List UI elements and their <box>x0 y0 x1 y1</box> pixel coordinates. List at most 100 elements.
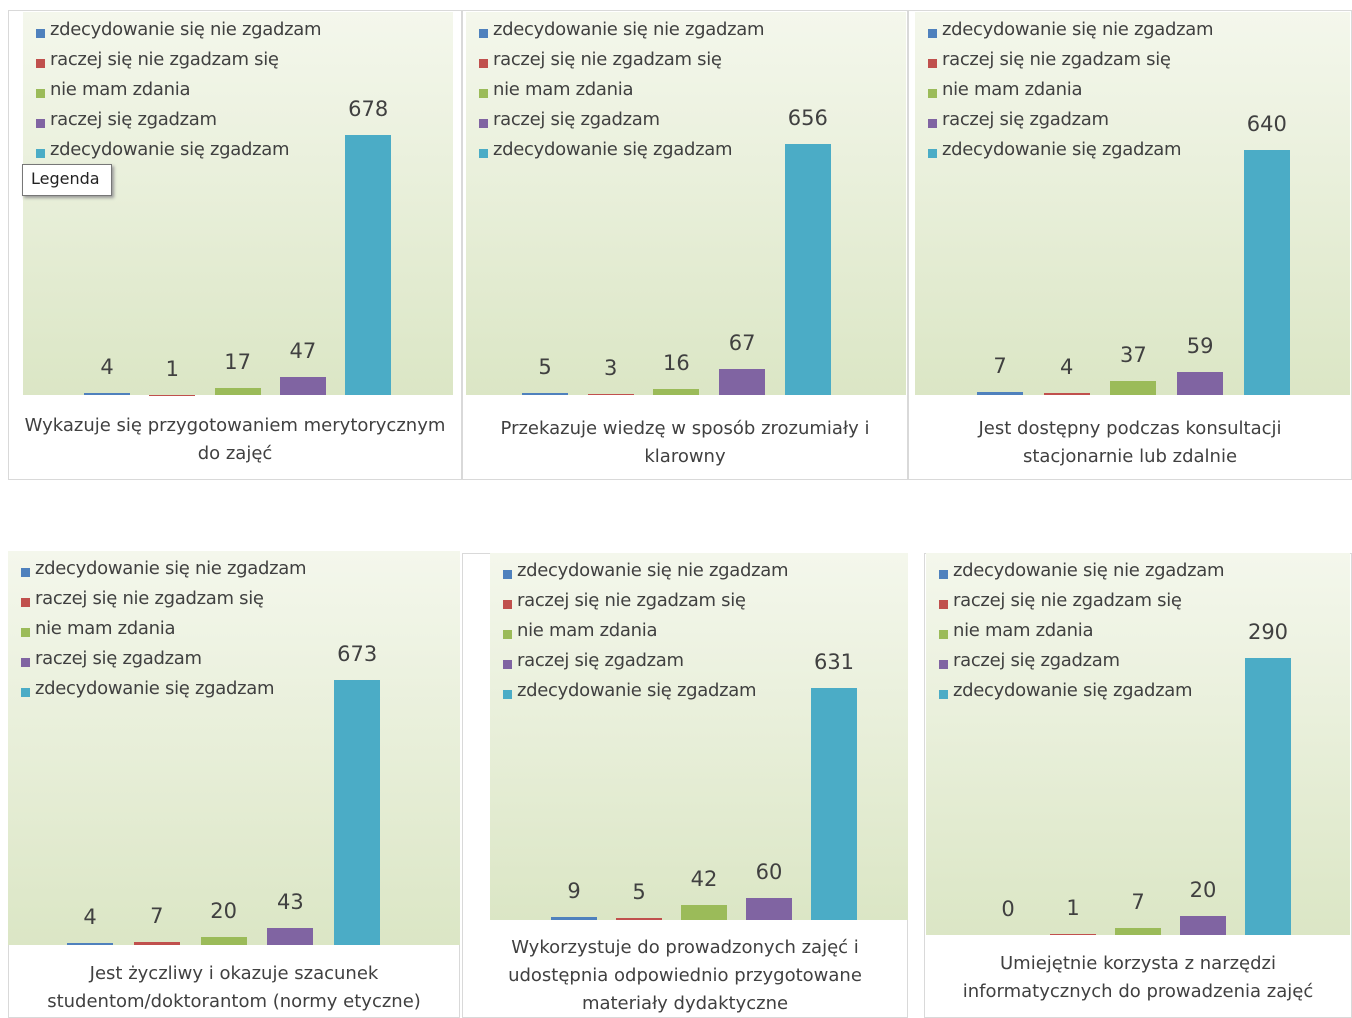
legend-label: raczej się nie zgadzam się <box>942 49 1171 70</box>
value-label: 4 <box>100 355 114 380</box>
legend-swatch <box>939 690 948 699</box>
chart-title: Jest dostępny podczas konsultacji stacjo… <box>978 418 1282 467</box>
bar <box>1180 915 1226 935</box>
legend-swatch <box>928 119 937 128</box>
bar <box>1115 928 1161 935</box>
legend-swatch <box>939 600 948 609</box>
value-label: 47 <box>289 338 317 363</box>
bar <box>1177 372 1224 395</box>
legend-swatch <box>928 149 937 158</box>
legend-label: zdecydowanie się zgadzam <box>942 139 1182 160</box>
legend-swatch <box>21 688 30 697</box>
legend-swatch <box>503 690 512 699</box>
value-label: 3 <box>604 355 618 380</box>
value-label: 7 <box>993 354 1007 379</box>
value-label: 7 <box>150 904 164 929</box>
legend-label: raczej się nie zgadzam się <box>493 49 722 70</box>
plot-area <box>466 12 906 395</box>
value-label: 631 <box>813 650 855 675</box>
legend-swatch <box>479 149 488 158</box>
legend-swatch <box>479 119 488 128</box>
legend-swatch <box>503 630 512 639</box>
value-label: 20 <box>1189 877 1217 902</box>
legend-swatch <box>36 149 45 158</box>
legend-swatch <box>939 570 948 579</box>
bar <box>133 942 180 945</box>
legend-label: raczej się zgadzam <box>50 109 217 130</box>
chart-title: Jest życzliwy i okazuje szacunek student… <box>47 963 421 1012</box>
legend-label: zdecydowanie się zgadzam <box>517 680 757 701</box>
chart-title: Umiejętnie korzysta z narzędzi informaty… <box>962 953 1314 1002</box>
chart-title: Wykorzystuje do prowadzonych zajęć i udo… <box>508 936 862 1014</box>
legend-label: raczej się nie zgadzam się <box>953 590 1182 611</box>
legend-swatch <box>928 89 937 98</box>
bar <box>200 937 247 945</box>
bar <box>279 376 326 395</box>
bar <box>811 688 857 920</box>
legend-label: raczej się zgadzam <box>35 648 202 669</box>
legend-label: raczej się zgadzam <box>517 650 684 671</box>
legend-swatch <box>928 59 937 68</box>
bar <box>334 679 381 945</box>
bar <box>746 897 792 920</box>
value-label: 67 <box>728 331 756 356</box>
bar <box>1043 393 1090 395</box>
legend-swatch <box>939 630 948 639</box>
value-label: 4 <box>1060 355 1074 380</box>
legend-label: zdecydowanie się nie zgadzam <box>942 19 1214 40</box>
value-label: 5 <box>538 355 552 380</box>
legend-label: nie mam zdania <box>50 79 191 100</box>
value-label: 656 <box>787 105 828 130</box>
legend-swatch <box>479 59 488 68</box>
legend-label: nie mam zdania <box>517 620 658 641</box>
value-label: 17 <box>224 350 251 375</box>
bar <box>719 369 766 395</box>
legend-label: zdecydowanie się zgadzam <box>493 139 733 160</box>
value-label: 1 <box>165 356 179 381</box>
legend-label: zdecydowanie się zgadzam <box>35 678 275 699</box>
legend-label: raczej się zgadzam <box>953 650 1120 671</box>
legend-swatch <box>939 660 948 669</box>
chart-title: Wykazuje się przygotowaniem merytoryczny… <box>24 415 446 464</box>
value-label: 678 <box>348 97 389 122</box>
legend-label: nie mam zdania <box>35 618 176 639</box>
legend-label: zdecydowanie się nie zgadzam <box>35 558 307 579</box>
value-label: 4 <box>83 905 97 930</box>
value-label: 59 <box>1186 334 1214 359</box>
chart-title: Przekazuje wiedzę w sposób zrozumiały i … <box>500 418 870 467</box>
value-label: 673 <box>337 641 378 666</box>
legend-label: nie mam zdania <box>493 79 634 100</box>
bar <box>587 393 634 395</box>
value-label: 640 <box>1246 111 1287 136</box>
legend-swatch <box>36 29 45 38</box>
value-label: 290 <box>1247 620 1289 645</box>
bar <box>653 388 700 395</box>
value-label: 43 <box>277 890 304 915</box>
bar <box>522 393 568 395</box>
bar <box>67 943 113 945</box>
bar <box>784 143 831 395</box>
bar <box>84 393 130 395</box>
legend-label: raczej się nie zgadzam się <box>50 49 279 70</box>
legend-swatch <box>21 628 30 637</box>
legend-label: zdecydowanie się nie zgadzam <box>953 560 1225 581</box>
bar <box>267 928 314 945</box>
value-label: 0 <box>1001 897 1015 921</box>
legend-swatch <box>479 29 488 38</box>
bar <box>1245 658 1291 935</box>
bar <box>214 388 261 395</box>
legend-swatch <box>928 29 937 38</box>
plot-area <box>8 551 460 945</box>
bar <box>1243 149 1290 395</box>
legend-swatch <box>21 658 30 667</box>
tooltip: Legenda <box>22 164 112 196</box>
legend-label: zdecydowanie się zgadzam <box>50 139 290 160</box>
legend-label: raczej się nie zgadzam się <box>35 588 264 609</box>
legend-swatch <box>36 59 45 68</box>
legend-label: zdecydowanie się nie zgadzam <box>517 560 789 581</box>
value-label: 7 <box>1131 890 1145 915</box>
value-label: 20 <box>210 899 237 924</box>
legend-swatch <box>503 570 512 579</box>
value-label: 1 <box>1066 896 1080 921</box>
